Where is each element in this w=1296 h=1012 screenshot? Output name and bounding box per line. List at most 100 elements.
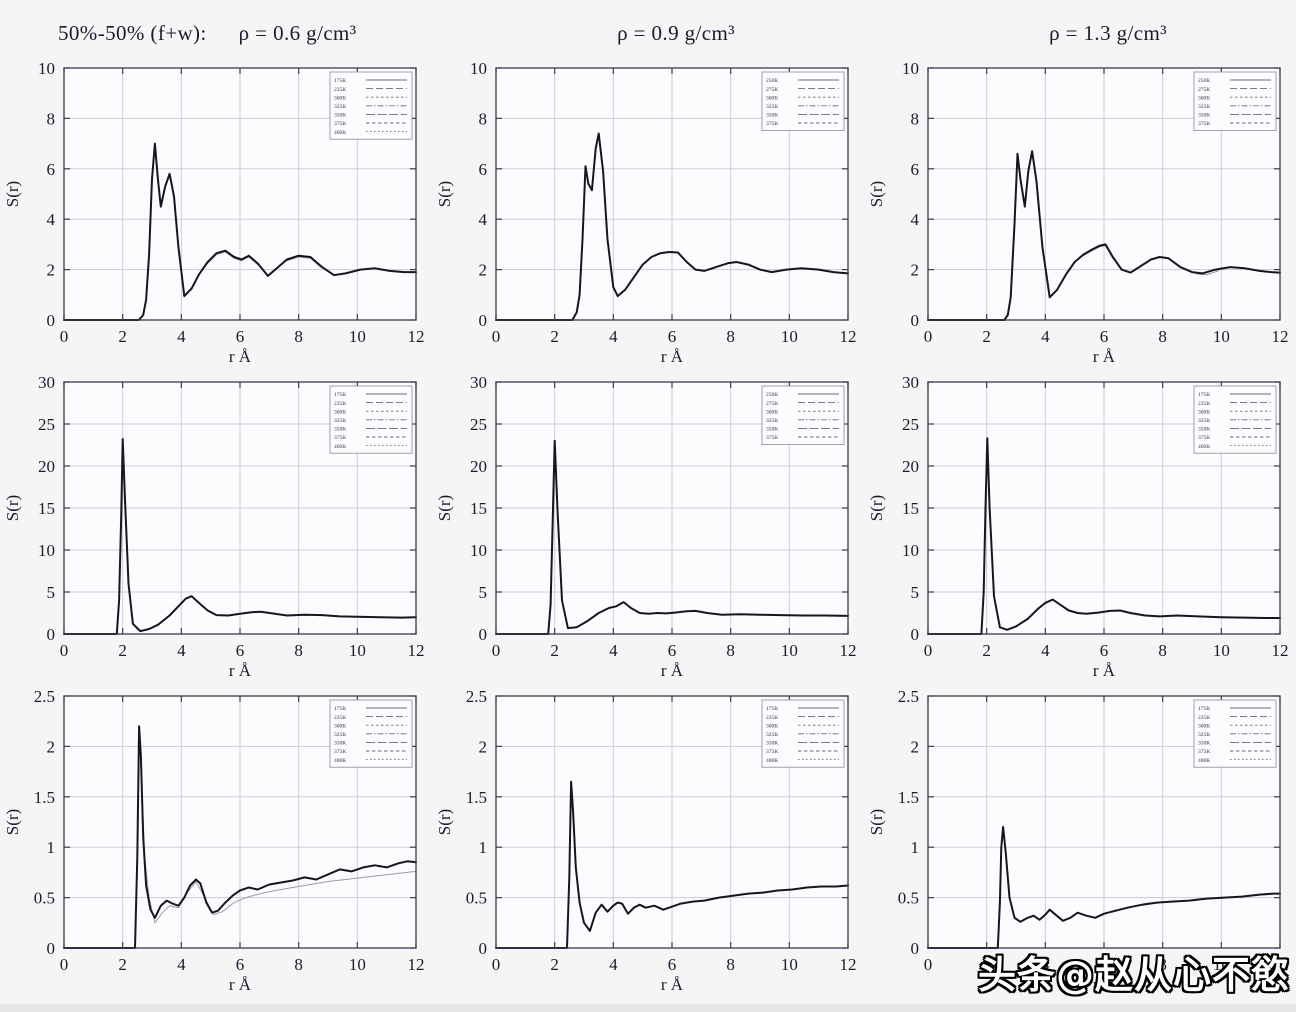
watermark: 头条@赵从心不慾 (978, 953, 1291, 997)
density-label-2: ρ = 0.9 g/cm³ (617, 20, 735, 45)
svg-text:20: 20 (470, 457, 487, 476)
svg-text:2: 2 (47, 261, 56, 280)
svg-text:S(r): S(r) (3, 809, 22, 835)
svg-text:325K: 325K (334, 732, 346, 738)
svg-text:r Å: r Å (1093, 347, 1116, 366)
svg-text:225K: 225K (334, 715, 346, 721)
svg-text:325K: 325K (766, 732, 778, 738)
svg-text:r Å: r Å (229, 975, 252, 994)
sr-plot-r3c3: 0 2 4 6 8 10 12 0 0.5 1 1.5 2 2.5 r Å S(r) 175K 225K 300K… (864, 686, 1296, 1000)
svg-text:0: 0 (47, 625, 56, 644)
chart-canvas: 0 2 4 6 8 10 12 0 0.5 1 1.5 2 2.5 r Å S(r) 175K 225K 300K… (867, 687, 1289, 994)
svg-text:10: 10 (470, 541, 487, 560)
svg-text:10: 10 (902, 59, 919, 78)
svg-text:4: 4 (47, 210, 56, 229)
svg-text:1.5: 1.5 (466, 788, 487, 807)
svg-text:8: 8 (726, 327, 735, 346)
svg-text:275K: 275K (766, 87, 778, 93)
svg-text:S(r): S(r) (867, 809, 886, 835)
svg-text:6: 6 (668, 955, 677, 974)
svg-text:0: 0 (924, 641, 933, 660)
svg-text:4: 4 (1041, 955, 1050, 974)
svg-text:0.5: 0.5 (898, 889, 919, 908)
svg-text:0: 0 (479, 311, 488, 330)
svg-text:175K: 175K (1198, 706, 1210, 712)
svg-text:25: 25 (38, 415, 55, 434)
svg-text:0: 0 (492, 955, 501, 974)
column-title-3: ρ = 1.3 g/cm³ (892, 21, 1296, 46)
svg-text:325K: 325K (1198, 418, 1210, 424)
svg-text:1.5: 1.5 (898, 788, 919, 807)
svg-text:350K: 350K (1198, 113, 1210, 119)
svg-text:0: 0 (924, 327, 933, 346)
svg-text:30: 30 (470, 373, 487, 392)
svg-text:10: 10 (38, 59, 55, 78)
svg-text:8: 8 (911, 109, 920, 128)
svg-text:0.5: 0.5 (34, 889, 55, 908)
svg-text:325K: 325K (1198, 732, 1210, 738)
svg-text:S(r): S(r) (435, 495, 454, 521)
svg-text:225K: 225K (334, 401, 346, 407)
svg-text:S(r): S(r) (435, 809, 454, 835)
svg-text:S(r): S(r) (3, 181, 22, 207)
svg-text:r Å: r Å (661, 347, 684, 366)
mixture-label: 50%-50% (f+w): (58, 20, 207, 45)
svg-text:4: 4 (177, 641, 186, 660)
svg-text:8: 8 (1158, 327, 1167, 346)
figure-header: 50%-50% (f+w): ρ = 0.6 g/cm³ ρ = 0.9 g/c… (0, 0, 1296, 58)
svg-text:S(r): S(r) (435, 181, 454, 207)
svg-text:6: 6 (1100, 955, 1109, 974)
svg-text:400K: 400K (334, 130, 346, 136)
svg-text:10: 10 (781, 327, 798, 346)
svg-text:2.5: 2.5 (34, 687, 55, 706)
svg-text:0: 0 (492, 641, 501, 660)
svg-text:6: 6 (1100, 641, 1109, 660)
svg-text:300K: 300K (1198, 409, 1210, 415)
svg-text:275K: 275K (1198, 87, 1210, 93)
svg-text:4: 4 (1041, 641, 1050, 660)
svg-text:8: 8 (479, 109, 488, 128)
svg-text:6: 6 (236, 327, 245, 346)
density-label-3: ρ = 1.3 g/cm³ (1049, 20, 1167, 45)
svg-text:325K: 325K (334, 104, 346, 110)
svg-text:0: 0 (60, 955, 69, 974)
svg-text:10: 10 (781, 641, 798, 660)
svg-text:30: 30 (38, 373, 55, 392)
svg-text:175K: 175K (766, 706, 778, 712)
svg-text:400K: 400K (1198, 758, 1210, 764)
chart-canvas: 0 2 4 6 8 10 12 0 5 10 15 20 25 30 r Å S(r) 250K 275K 300K… (435, 373, 857, 680)
svg-text:300K: 300K (334, 409, 346, 415)
svg-text:2: 2 (911, 737, 920, 756)
svg-text:400K: 400K (1198, 444, 1210, 450)
svg-text:8: 8 (294, 641, 303, 660)
svg-text:175K: 175K (1198, 392, 1210, 398)
svg-text:30: 30 (902, 373, 919, 392)
svg-text:375K: 375K (334, 749, 346, 755)
svg-text:4: 4 (177, 955, 186, 974)
svg-text:10: 10 (349, 641, 366, 660)
svg-text:1: 1 (911, 838, 920, 857)
svg-text:r Å: r Å (1093, 975, 1116, 994)
sr-plot-r2c1: 0 2 4 6 8 10 12 0 5 10 15 20 25 30 r Å S(r) 175K 225K 300K… (0, 372, 432, 686)
svg-text:2: 2 (982, 955, 991, 974)
svg-text:300K: 300K (1198, 723, 1210, 729)
svg-text:5: 5 (911, 583, 920, 602)
svg-text:6: 6 (236, 641, 245, 660)
svg-text:4: 4 (479, 210, 488, 229)
svg-text:350K: 350K (766, 113, 778, 119)
svg-text:12: 12 (1272, 955, 1289, 974)
svg-text:400K: 400K (334, 444, 346, 450)
svg-text:175K: 175K (334, 706, 346, 712)
svg-text:10: 10 (349, 327, 366, 346)
svg-text:r Å: r Å (229, 347, 252, 366)
svg-text:1: 1 (47, 838, 56, 857)
svg-text:12: 12 (840, 327, 857, 346)
svg-text:2: 2 (479, 737, 488, 756)
svg-text:0: 0 (47, 939, 56, 958)
svg-text:300K: 300K (766, 723, 778, 729)
svg-text:12: 12 (840, 955, 857, 974)
svg-text:325K: 325K (766, 418, 778, 424)
svg-text:5: 5 (47, 583, 56, 602)
svg-text:375K: 375K (766, 435, 778, 441)
